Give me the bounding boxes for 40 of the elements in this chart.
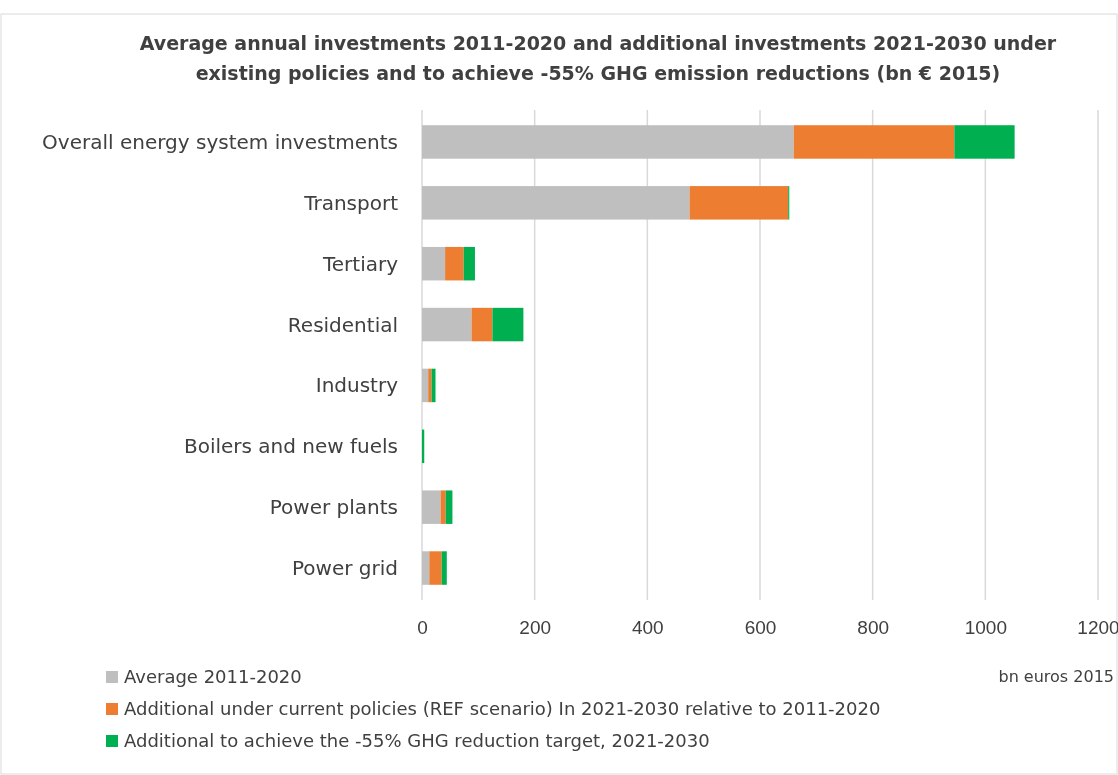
bar (492, 307, 524, 342)
x-tick-label: 400 (631, 617, 664, 638)
bar (422, 368, 429, 403)
bar (431, 368, 436, 403)
bar (428, 368, 432, 403)
bar (422, 307, 472, 342)
bar (441, 551, 447, 585)
x-tick-label: 200 (519, 617, 552, 638)
chart-title: Average annual investments 2011-2020 and additional investments 2021-2030 under existing policies and to achieve -55% GHG emission reductions (bn € 2015) (139, 32, 1057, 84)
y-tick-label: Overall energy system investments (42, 129, 398, 154)
bar (422, 246, 446, 281)
bar (445, 490, 453, 524)
bar (793, 125, 955, 159)
legend-label: Additional under current policies (REF scenario) In 2021-2030 relative to 2011-2020 (124, 698, 881, 719)
y-tick-label: Industry (315, 373, 399, 398)
bar (689, 186, 789, 220)
legend-label: Average 2011-2020 (124, 666, 302, 687)
bar (422, 186, 690, 220)
bar (463, 246, 475, 281)
bar (954, 125, 1015, 159)
bar (422, 125, 794, 159)
y-tick-label: Power grid (292, 556, 398, 581)
bar (422, 490, 441, 524)
x-tick-label: 1000 (964, 617, 1007, 638)
y-tick-label: Boilers and new fuels (183, 434, 398, 459)
bar (445, 246, 464, 281)
y-tick-label: Residential (287, 312, 398, 337)
x-tick-label: 0 (417, 617, 428, 638)
bar (429, 551, 442, 585)
y-tick-label: Tertiary (321, 251, 399, 276)
x-tick-label: 600 (744, 617, 777, 638)
bar (440, 490, 446, 524)
y-tick-label: Power plants (269, 495, 398, 520)
x-tick-label: 1200 (1077, 617, 1118, 638)
bar (422, 551, 430, 585)
x-axis-title: bn euros 2015 (998, 667, 1114, 686)
legend-label: Additional to achieve the -55% GHG reduction target, 2021-2030 (124, 730, 710, 751)
x-tick-label: 800 (857, 617, 890, 638)
y-tick-label: Transport (303, 190, 399, 215)
bar (471, 307, 493, 342)
